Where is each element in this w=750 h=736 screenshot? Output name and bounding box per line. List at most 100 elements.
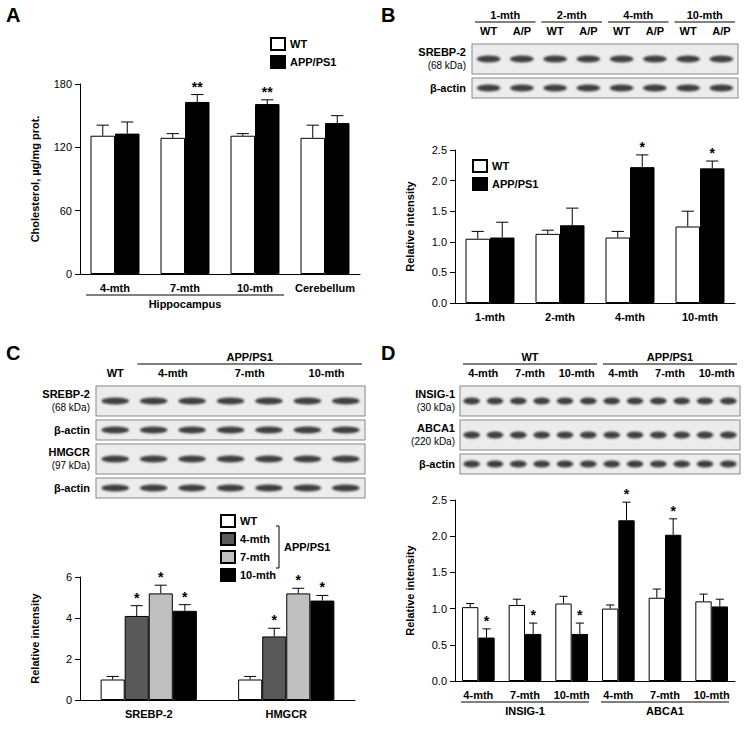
- svg-text:Relative intensity: Relative intensity: [29, 592, 41, 683]
- svg-text:10-mth: 10-mth: [240, 569, 276, 581]
- svg-text:10-mth: 10-mth: [682, 311, 718, 323]
- svg-text:WT: WT: [480, 25, 497, 37]
- svg-text:Cerebellum: Cerebellum: [295, 282, 355, 294]
- svg-text:4-mth: 4-mth: [615, 311, 645, 323]
- svg-text:60: 60: [60, 205, 72, 217]
- svg-text:Hippocampus: Hippocampus: [149, 298, 222, 310]
- svg-text:APP/PS1: APP/PS1: [492, 178, 538, 190]
- svg-text:*: *: [182, 589, 188, 605]
- svg-text:7-mth: 7-mth: [235, 367, 265, 379]
- svg-text:10-mth: 10-mth: [699, 367, 735, 379]
- svg-text:*: *: [670, 503, 676, 519]
- svg-text:10-mth: 10-mth: [694, 689, 730, 701]
- svg-text:A/P: A/P: [513, 25, 531, 37]
- svg-text:7-mth: 7-mth: [515, 367, 545, 379]
- svg-text:2-mth: 2-mth: [545, 311, 575, 323]
- svg-text:(30 kDa): (30 kDa): [417, 402, 455, 413]
- svg-text:*: *: [271, 612, 277, 628]
- svg-text:β-actin: β-actin: [54, 482, 90, 494]
- svg-text:0: 0: [66, 694, 72, 706]
- svg-text:10-mth: 10-mth: [554, 689, 590, 701]
- svg-text:10-mth: 10-mth: [237, 282, 273, 294]
- svg-text:(68 kDa): (68 kDa): [428, 60, 466, 71]
- svg-text:HMGCR: HMGCR: [48, 446, 90, 458]
- svg-text:0.5: 0.5: [432, 639, 447, 651]
- svg-text:WT: WT: [107, 367, 124, 379]
- svg-text:INSIG-1: INSIG-1: [415, 388, 455, 400]
- svg-text:APP/PS1: APP/PS1: [290, 56, 336, 68]
- svg-text:0.0: 0.0: [432, 675, 447, 687]
- svg-text:4-mth: 4-mth: [100, 282, 130, 294]
- svg-text:APP/PS1: APP/PS1: [647, 351, 693, 363]
- svg-text:4-mth: 4-mth: [623, 9, 653, 21]
- svg-text:*: *: [158, 569, 164, 585]
- svg-text:1.0: 1.0: [432, 236, 447, 248]
- svg-text:*: *: [530, 607, 536, 623]
- svg-text:SREBP-2: SREBP-2: [418, 46, 466, 58]
- svg-text:WT: WT: [521, 351, 538, 363]
- svg-text:WT: WT: [290, 38, 307, 50]
- svg-text:WT: WT: [492, 160, 509, 172]
- svg-text:2.0: 2.0: [432, 530, 447, 542]
- svg-text:4: 4: [66, 612, 72, 624]
- svg-text:4-mth: 4-mth: [608, 367, 638, 379]
- svg-text:A: A: [6, 4, 20, 26]
- svg-text:120: 120: [54, 141, 72, 153]
- svg-text:1-mth: 1-mth: [475, 311, 505, 323]
- svg-text:4-mth: 4-mth: [468, 367, 498, 379]
- svg-text:WT: WT: [240, 515, 257, 527]
- svg-text:180: 180: [54, 78, 72, 90]
- svg-text:10-mth: 10-mth: [687, 9, 723, 21]
- svg-text:10-mth: 10-mth: [309, 367, 345, 379]
- svg-text:1-mth: 1-mth: [490, 9, 520, 21]
- svg-text:7-mth: 7-mth: [655, 367, 685, 379]
- svg-text:0.0: 0.0: [432, 297, 447, 309]
- svg-text:2.5: 2.5: [432, 144, 447, 156]
- svg-text:4-mth: 4-mth: [463, 689, 493, 701]
- svg-text:7-mth: 7-mth: [510, 689, 540, 701]
- svg-text:WT: WT: [547, 25, 564, 37]
- svg-text:*: *: [640, 139, 646, 155]
- svg-text:**: **: [262, 84, 273, 100]
- svg-text:B: B: [381, 4, 395, 26]
- svg-text:APP/PS1: APP/PS1: [284, 541, 330, 553]
- svg-text:7-mth: 7-mth: [650, 689, 680, 701]
- svg-text:β-actin: β-actin: [430, 82, 466, 94]
- svg-text:ABCA1: ABCA1: [417, 422, 455, 434]
- svg-text:*: *: [296, 572, 302, 588]
- svg-text:2.0: 2.0: [432, 175, 447, 187]
- svg-text:**: **: [192, 79, 203, 95]
- svg-text:*: *: [710, 145, 716, 161]
- svg-text:INSIG-1: INSIG-1: [505, 705, 545, 717]
- svg-text:Cholesterol, µg/mg prot.: Cholesterol, µg/mg prot.: [29, 116, 41, 243]
- svg-text:4-mth: 4-mth: [240, 533, 270, 545]
- svg-text:6: 6: [66, 571, 72, 583]
- svg-text:4-mth: 4-mth: [158, 367, 188, 379]
- svg-text:Relative intensity: Relative intensity: [404, 180, 416, 271]
- svg-text:0.5: 0.5: [432, 266, 447, 278]
- svg-text:(220 kDa): (220 kDa): [411, 436, 455, 447]
- svg-text:*: *: [624, 486, 630, 502]
- svg-text:SREBP-2: SREBP-2: [42, 388, 90, 400]
- svg-text:7-mth: 7-mth: [170, 282, 200, 294]
- svg-text:β-actin: β-actin: [419, 458, 455, 470]
- svg-text:1.5: 1.5: [432, 566, 447, 578]
- svg-text:(68 kDa): (68 kDa): [52, 402, 90, 413]
- svg-text:2-mth: 2-mth: [557, 9, 587, 21]
- svg-text:ABCA1: ABCA1: [646, 705, 684, 717]
- svg-text:*: *: [577, 607, 583, 623]
- svg-text:HMGCR: HMGCR: [265, 708, 307, 720]
- svg-text:A/P: A/P: [579, 25, 597, 37]
- svg-text:4-mth: 4-mth: [603, 689, 633, 701]
- svg-text:1.0: 1.0: [432, 603, 447, 615]
- svg-text:(97 kDa): (97 kDa): [52, 460, 90, 471]
- svg-text:β-actin: β-actin: [54, 424, 90, 436]
- svg-text:WT: WT: [680, 25, 697, 37]
- svg-text:0: 0: [66, 268, 72, 280]
- svg-text:A/P: A/P: [646, 25, 664, 37]
- svg-text:D: D: [381, 342, 395, 364]
- svg-text:2.5: 2.5: [432, 494, 447, 506]
- svg-text:WT: WT: [613, 25, 630, 37]
- svg-text:SREBP-2: SREBP-2: [125, 708, 173, 720]
- svg-text:*: *: [134, 590, 140, 606]
